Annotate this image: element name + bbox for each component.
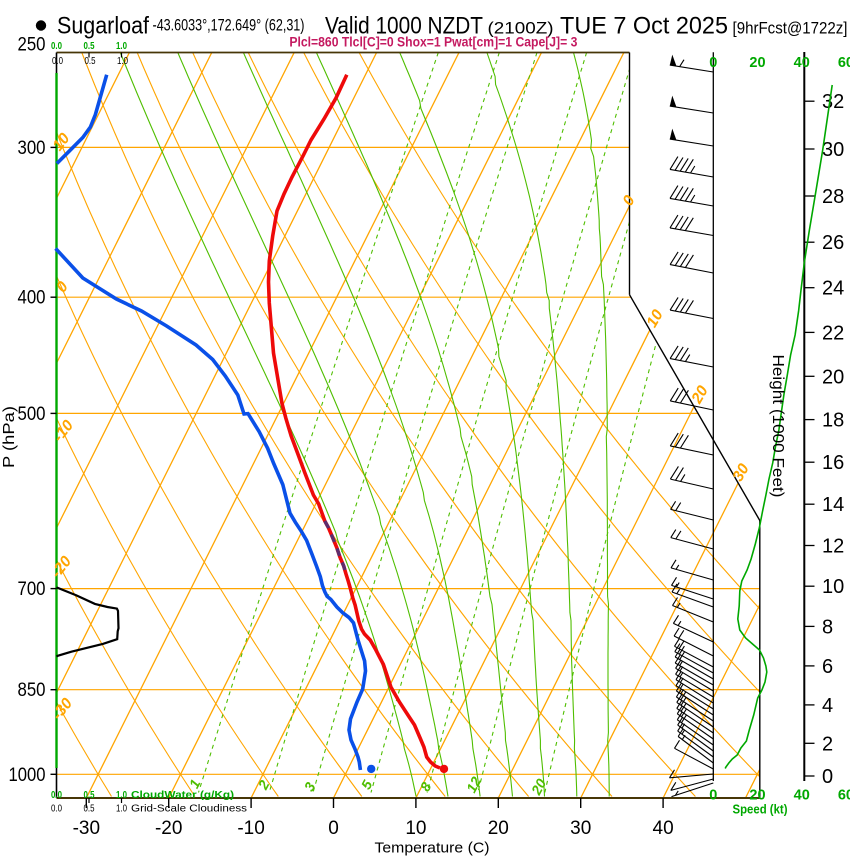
svg-text:20: 20: [688, 383, 712, 408]
svg-text:18: 18: [822, 410, 844, 432]
svg-text:22: 22: [822, 322, 844, 344]
svg-text:500: 500: [18, 404, 46, 425]
svg-text:250: 250: [18, 35, 46, 56]
svg-text:0.0: 0.0: [51, 803, 62, 815]
svg-text:20: 20: [527, 776, 549, 798]
svg-text:Grid-Scale Cloudiness: Grid-Scale Cloudiness: [131, 803, 247, 815]
svg-text:2: 2: [254, 777, 272, 792]
svg-text:6: 6: [822, 656, 833, 678]
svg-text:-10: -10: [237, 818, 264, 839]
svg-text:Plcl=860 Tlcl[C]=0 Shox=1 Pwat: Plcl=860 Tlcl[C]=0 Shox=1 Pwat[cm]=1 Cap…: [289, 35, 577, 50]
svg-text:-30: -30: [49, 695, 76, 723]
svg-text:TUE 7 Oct 2025: TUE 7 Oct 2025: [560, 13, 728, 40]
svg-text:0: 0: [709, 55, 717, 71]
svg-text:20: 20: [749, 788, 765, 804]
svg-text:-20: -20: [48, 553, 75, 581]
svg-text:0: 0: [709, 788, 717, 804]
svg-text:1.0: 1.0: [116, 803, 127, 815]
svg-text:40: 40: [653, 818, 674, 839]
svg-text:0: 0: [328, 818, 339, 839]
svg-text:0.0: 0.0: [52, 55, 63, 67]
svg-text:0.5: 0.5: [84, 803, 95, 815]
svg-text:12: 12: [463, 774, 485, 795]
svg-text:10: 10: [643, 307, 667, 331]
svg-text:5: 5: [358, 777, 376, 792]
svg-text:10: 10: [822, 576, 844, 598]
svg-text:850: 850: [18, 680, 46, 701]
svg-text:28: 28: [822, 186, 844, 208]
svg-text:14: 14: [822, 494, 844, 516]
svg-text:700: 700: [18, 579, 46, 600]
svg-text:Temperature (C): Temperature (C): [375, 840, 490, 857]
svg-text:[9hrFcst@1722z]: [9hrFcst@1722z]: [733, 19, 848, 38]
svg-text:Valid 1000 NZDT: Valid 1000 NZDT: [325, 13, 483, 40]
svg-text:24: 24: [822, 278, 844, 300]
svg-text:-10: -10: [50, 417, 77, 445]
svg-text:0.0: 0.0: [51, 40, 62, 52]
svg-text:8: 8: [822, 616, 833, 638]
svg-text:40: 40: [794, 788, 810, 804]
svg-text:60: 60: [838, 788, 850, 804]
svg-text:0.5: 0.5: [84, 789, 95, 801]
svg-text:-43.6033°,172.649° (62,31): -43.6033°,172.649° (62,31): [153, 17, 305, 35]
svg-text:0.0: 0.0: [51, 789, 62, 801]
svg-text:Sugarloaf: Sugarloaf: [57, 13, 149, 40]
svg-text:Speed (kt): Speed (kt): [733, 802, 788, 817]
svg-text:30: 30: [822, 139, 844, 161]
svg-text:-30: -30: [73, 818, 100, 839]
svg-text:1.0: 1.0: [117, 55, 128, 67]
svg-text:40: 40: [794, 55, 810, 71]
svg-text:2: 2: [822, 733, 833, 755]
svg-text:10: 10: [405, 818, 426, 839]
svg-text:P (hPa): P (hPa): [1, 406, 18, 468]
svg-text:(2100Z): (2100Z): [488, 19, 554, 38]
svg-text:4: 4: [822, 695, 833, 717]
svg-text:1.0: 1.0: [116, 40, 127, 52]
svg-text:20: 20: [822, 366, 844, 388]
svg-text:-20: -20: [155, 818, 182, 839]
svg-text:0.5: 0.5: [85, 55, 96, 67]
svg-text:1000: 1000: [9, 765, 46, 786]
svg-text:1.0: 1.0: [116, 789, 127, 801]
svg-text:400: 400: [18, 288, 46, 309]
svg-text:12: 12: [822, 536, 844, 558]
svg-text:60: 60: [838, 55, 850, 71]
svg-text:32: 32: [822, 91, 844, 113]
svg-text:0.5: 0.5: [84, 40, 95, 52]
svg-text:20: 20: [749, 55, 765, 71]
svg-text:16: 16: [822, 452, 844, 474]
svg-text:30: 30: [570, 818, 591, 839]
svg-text:300: 300: [18, 138, 46, 159]
svg-text:Height (1000 Feet): Height (1000 Feet): [769, 355, 786, 498]
svg-text:30: 30: [729, 461, 753, 485]
svg-text:20: 20: [488, 818, 509, 839]
svg-text:0: 0: [822, 766, 833, 788]
svg-text:26: 26: [822, 232, 844, 254]
svg-text:CloudWater (g/Kg): CloudWater (g/Kg): [131, 789, 234, 801]
